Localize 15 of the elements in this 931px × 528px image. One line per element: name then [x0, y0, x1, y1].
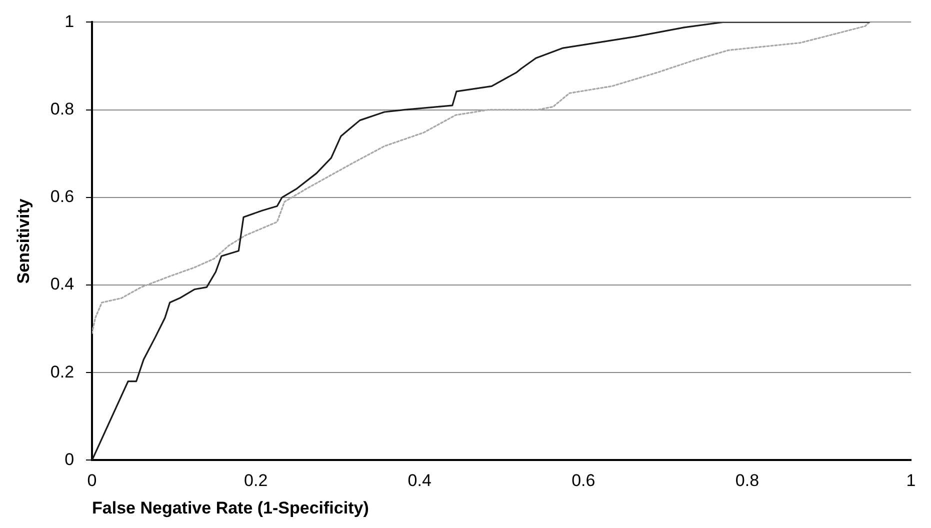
- x-tick-label: 0.8: [735, 471, 760, 490]
- y-tick-label: 0: [64, 450, 74, 469]
- x-axis-title: False Negative Rate (1-Specificity): [92, 498, 369, 518]
- x-tick-label: 0.6: [572, 471, 596, 490]
- y-axis-title: Sensitivity: [14, 198, 33, 284]
- x-tick-label: 0: [87, 471, 97, 490]
- x-tick-label: 1: [906, 471, 916, 490]
- y-tick-label: 0.8: [50, 99, 74, 118]
- y-tick-label: 0.4: [50, 274, 74, 294]
- x-tick-label: 0.2: [244, 471, 268, 490]
- line-series: [92, 22, 870, 334]
- x-tick-label: 0.4: [408, 471, 432, 490]
- y-tick-label: 0.6: [50, 187, 74, 206]
- y-tick-label: 1: [64, 12, 74, 31]
- y-tick-label: 0.2: [50, 362, 74, 382]
